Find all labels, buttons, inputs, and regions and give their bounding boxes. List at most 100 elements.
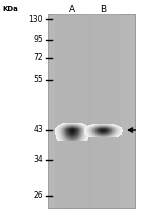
Bar [100,124,101,125]
Bar [107,125,108,126]
Bar [112,124,113,125]
Bar [74,125,75,126]
Bar [82,133,83,134]
Bar [55,131,56,132]
Bar [94,130,95,131]
Bar [116,136,117,137]
Bar [102,128,103,129]
Bar [101,126,102,127]
Bar [115,134,116,135]
Bar [116,134,117,135]
Bar [61,137,62,138]
Bar [72,136,73,137]
Bar [80,130,81,131]
Bar [73,129,74,130]
Bar [60,136,61,137]
Bar [86,127,87,128]
Bar [80,129,81,130]
Bar [104,132,105,133]
Bar [58,126,59,127]
Bar [97,132,98,133]
Bar [78,139,79,140]
Bar [93,136,94,137]
Bar [83,131,84,132]
Bar [88,125,89,126]
Bar [82,131,83,132]
Bar [112,125,113,126]
Bar [87,133,88,134]
Bar [101,128,102,129]
Bar [75,139,76,140]
Bar [109,136,110,137]
Bar [115,133,116,134]
Bar [98,125,99,126]
Bar [76,123,77,124]
Bar [88,128,89,129]
Bar [104,133,105,134]
Bar [68,140,69,141]
Bar [89,127,90,128]
Bar [92,131,93,132]
Bar [73,130,74,131]
Bar [96,132,97,133]
Bar [88,14,120,208]
Bar [77,139,78,140]
Bar [98,131,99,132]
Bar [80,123,81,124]
Bar [113,136,114,137]
Bar [73,140,74,141]
Bar [87,131,88,132]
Bar [105,126,106,127]
Bar [112,129,113,130]
Bar [111,136,112,137]
Bar [117,130,118,131]
Bar [60,129,61,130]
Bar [80,131,81,132]
Bar [90,132,91,133]
Bar [102,134,103,135]
Bar [60,125,61,126]
Bar [78,134,79,135]
Bar [73,127,74,128]
Bar [65,140,66,141]
Bar [85,133,86,134]
Bar [88,132,89,133]
Bar [65,137,66,138]
Bar [79,136,80,137]
Bar [103,124,104,125]
Bar [59,133,60,134]
Bar [64,137,65,138]
Bar [60,139,61,140]
Bar [99,134,100,135]
Bar [88,134,89,135]
Bar [70,135,71,136]
Bar [87,126,88,127]
Bar [84,138,85,139]
Bar [56,128,57,129]
Bar [94,126,95,127]
Bar [85,125,86,126]
Bar [88,130,89,131]
Bar [84,128,85,129]
Bar [104,128,105,129]
Bar [78,136,79,137]
Bar [86,126,87,127]
Bar [56,136,57,137]
Bar [110,128,111,129]
Bar [81,137,82,138]
Bar [68,125,69,126]
Bar [110,129,111,130]
Bar [66,126,67,127]
Bar [66,125,67,126]
Bar [66,127,67,128]
Bar [119,133,120,134]
Bar [106,136,107,137]
Bar [105,131,106,132]
Bar [106,134,107,135]
Bar [101,134,102,135]
Bar [112,133,113,134]
Bar [57,139,58,140]
Bar [82,123,83,124]
Bar [102,124,103,125]
Bar [85,128,86,129]
